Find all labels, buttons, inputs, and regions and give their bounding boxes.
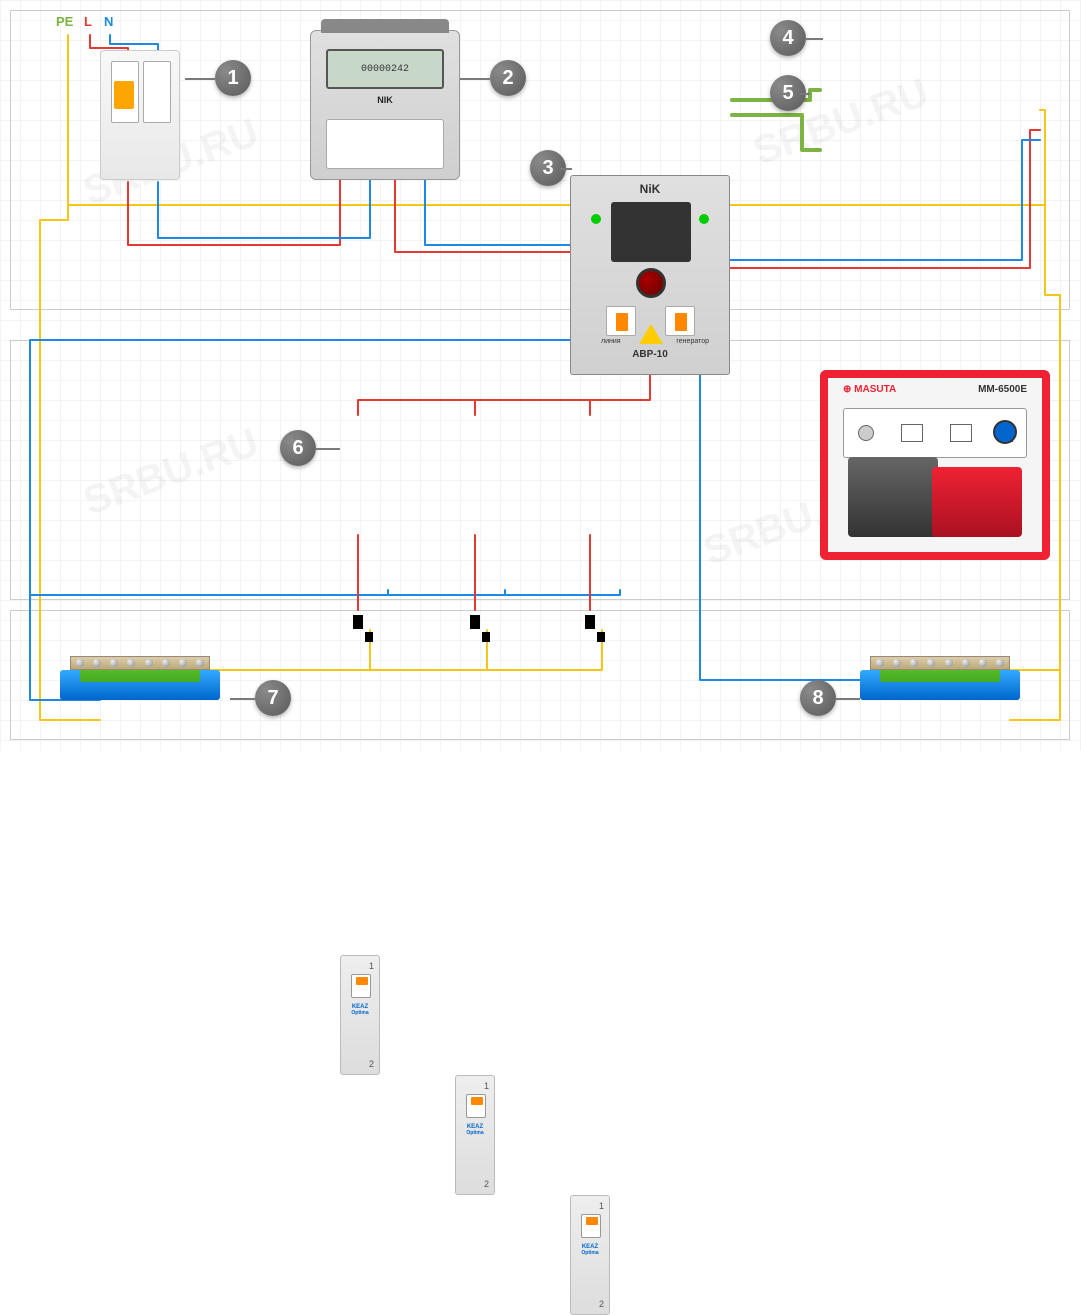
generator-alternator xyxy=(932,467,1022,537)
load-tail xyxy=(585,615,595,629)
circuit-breaker: KEAZOptima xyxy=(570,1195,610,1315)
ats-stop-button xyxy=(636,268,666,298)
busbar-neutral xyxy=(60,640,220,700)
screw-icon xyxy=(979,659,987,667)
ats-sub-line: линия xyxy=(601,338,621,345)
energy-meter: 00000242 NIK xyxy=(310,30,460,180)
screw-icon xyxy=(93,659,101,667)
leader-line xyxy=(560,168,572,170)
leader-line xyxy=(805,38,823,40)
gauge-icon xyxy=(901,424,923,442)
ats-led-right xyxy=(699,214,709,224)
ats-sub-gen: генератор xyxy=(676,338,709,345)
circuit-breaker: KEAZOptima xyxy=(340,955,380,1075)
generator: ⊕ MASUTA MM-6500E xyxy=(820,370,1050,560)
gauge-icon xyxy=(950,424,972,442)
load-tail xyxy=(470,615,480,629)
callout-badge: 2 xyxy=(490,60,526,96)
ats-display xyxy=(611,202,691,262)
load-tail xyxy=(365,632,373,642)
screw-icon xyxy=(996,659,1004,667)
busbar-ground xyxy=(860,640,1020,700)
label-pe: PE xyxy=(56,14,73,29)
screw-icon xyxy=(76,659,84,667)
load-tail xyxy=(482,632,490,642)
screw-icon xyxy=(876,659,884,667)
breaker-lever xyxy=(351,974,371,998)
screw-icon xyxy=(110,659,118,667)
ats-model: АВР-10 xyxy=(571,349,729,360)
label-l: L xyxy=(84,14,92,29)
ats-panel: NiK линия генератор АВР-10 xyxy=(570,175,730,375)
circuit-breaker: KEAZOptima xyxy=(455,1075,495,1195)
leader-line xyxy=(460,78,490,80)
label-n: N xyxy=(104,14,113,29)
meter-display: 00000242 xyxy=(326,49,444,89)
leader-line xyxy=(835,698,860,700)
ats-mini-line xyxy=(606,306,636,336)
screw-icon xyxy=(927,659,935,667)
screw-icon xyxy=(162,659,170,667)
callout-badge: 1 xyxy=(215,60,251,96)
load-tail xyxy=(597,632,605,642)
generator-brand: ⊕ MASUTA xyxy=(843,384,896,395)
generator-engine xyxy=(848,457,938,537)
leader-line xyxy=(185,78,215,80)
screw-icon xyxy=(127,659,135,667)
breaker-lever xyxy=(466,1094,486,1118)
screw-icon xyxy=(945,659,953,667)
breaker-lever-2 xyxy=(146,81,166,109)
screw-icon xyxy=(179,659,187,667)
screw-icon xyxy=(910,659,918,667)
callout-badge: 8 xyxy=(800,680,836,716)
leader-line xyxy=(800,93,810,95)
breaker-brand: KEAZOptima xyxy=(571,1244,609,1256)
meter-brand: NIK xyxy=(326,95,444,105)
generator-model: MM-6500E xyxy=(978,384,1027,395)
ats-led-left xyxy=(591,214,601,224)
generator-frame: ⊕ MASUTA MM-6500E xyxy=(820,370,1050,560)
breaker-brand: KEAZOptima xyxy=(341,1004,379,1016)
ats-brand: NiK xyxy=(571,182,729,196)
main-breaker xyxy=(100,50,180,180)
meter-cap xyxy=(321,19,449,33)
screw-icon xyxy=(196,659,204,667)
gauge-icon xyxy=(858,425,874,441)
meter-body xyxy=(326,119,444,169)
busbar-bar xyxy=(870,656,1010,670)
callout-badge: 7 xyxy=(255,680,291,716)
busbar-bar xyxy=(70,656,210,670)
screw-icon xyxy=(962,659,970,667)
ats-mini-gen xyxy=(665,306,695,336)
screw-icon xyxy=(893,659,901,667)
leader-line xyxy=(315,448,340,450)
breaker-lever-1 xyxy=(114,81,134,109)
load-tail xyxy=(353,615,363,629)
screw-icon xyxy=(145,659,153,667)
callout-badge: 4 xyxy=(770,20,806,56)
breaker-lever xyxy=(581,1214,601,1238)
socket-icon xyxy=(993,420,1017,444)
callout-badge: 6 xyxy=(280,430,316,466)
leader-line xyxy=(230,698,255,700)
breaker-brand: KEAZOptima xyxy=(456,1124,494,1136)
